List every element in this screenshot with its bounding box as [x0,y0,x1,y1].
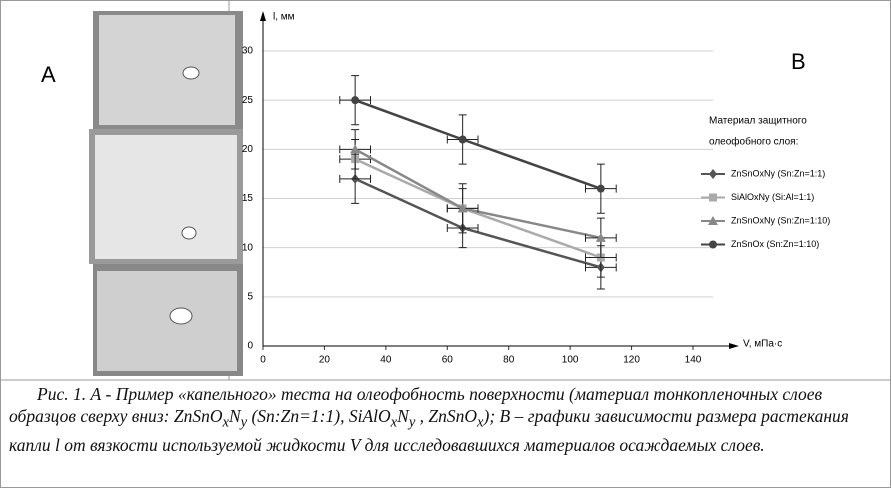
panel-label: A [41,62,56,87]
photo [89,11,243,376]
axis-arrow [729,343,739,349]
x-tick-label: 120 [623,355,640,366]
point [709,169,717,179]
caption-text: (Sn:Zn=1:1), SiAlO [247,406,391,426]
point [709,194,717,202]
legend-title: Материал защитного [709,116,807,127]
x-tick-label: 80 [503,355,515,366]
point [709,241,717,249]
x-tick-label: 20 [319,355,331,366]
caption-text: N [397,406,409,426]
figure: A B 0 5 10 15 20 25 30 0 20 40 60 80 100 120 140 l, мм V… [0,0,891,488]
legend-label: ZnSnOx (Sn:Zn=1:10) [731,239,819,249]
point [351,96,359,104]
y-tick-label: 25 [242,95,254,106]
panel-label: B [791,49,806,74]
y-tick-label: 15 [242,193,254,204]
y-tick-label: 0 [247,341,253,352]
point [597,185,605,193]
y-tick-label: 30 [242,46,254,57]
x-tick-label: 60 [442,355,454,366]
x-axis-label: V, мПа·с [743,339,782,350]
caption-text: N [229,406,241,426]
y-axis-label: l, мм [273,12,295,23]
caption-text: , ZnSnO [415,406,477,426]
x-tick-label: 40 [380,355,392,366]
caption: Рис. 1. А - Пример «капельного» теста на… [9,383,881,456]
legend-title: олеофобного слоя: [709,136,798,148]
x-tick-label: 140 [685,355,702,366]
y-tick-label: 10 [242,242,254,253]
legend-label: ZnSnOxNy (Sn:Zn=1:10) [731,215,830,225]
x-tick-label: 100 [562,355,579,366]
legend-label: SiAlOxNy (Si:Al=1:1) [731,192,814,202]
series-line [355,179,601,268]
axis-arrow [260,11,266,21]
figure-panels: A B 0 5 10 15 20 25 30 0 20 40 60 80 100 120 140 l, мм V… [1,1,890,381]
y-tick-label: 5 [247,291,253,302]
x-tick-label: 0 [260,355,266,366]
legend-label: ZnSnOxNy (Sn:Zn=1:1) [731,168,825,178]
point [459,136,467,144]
y-tick-label: 20 [242,144,254,155]
